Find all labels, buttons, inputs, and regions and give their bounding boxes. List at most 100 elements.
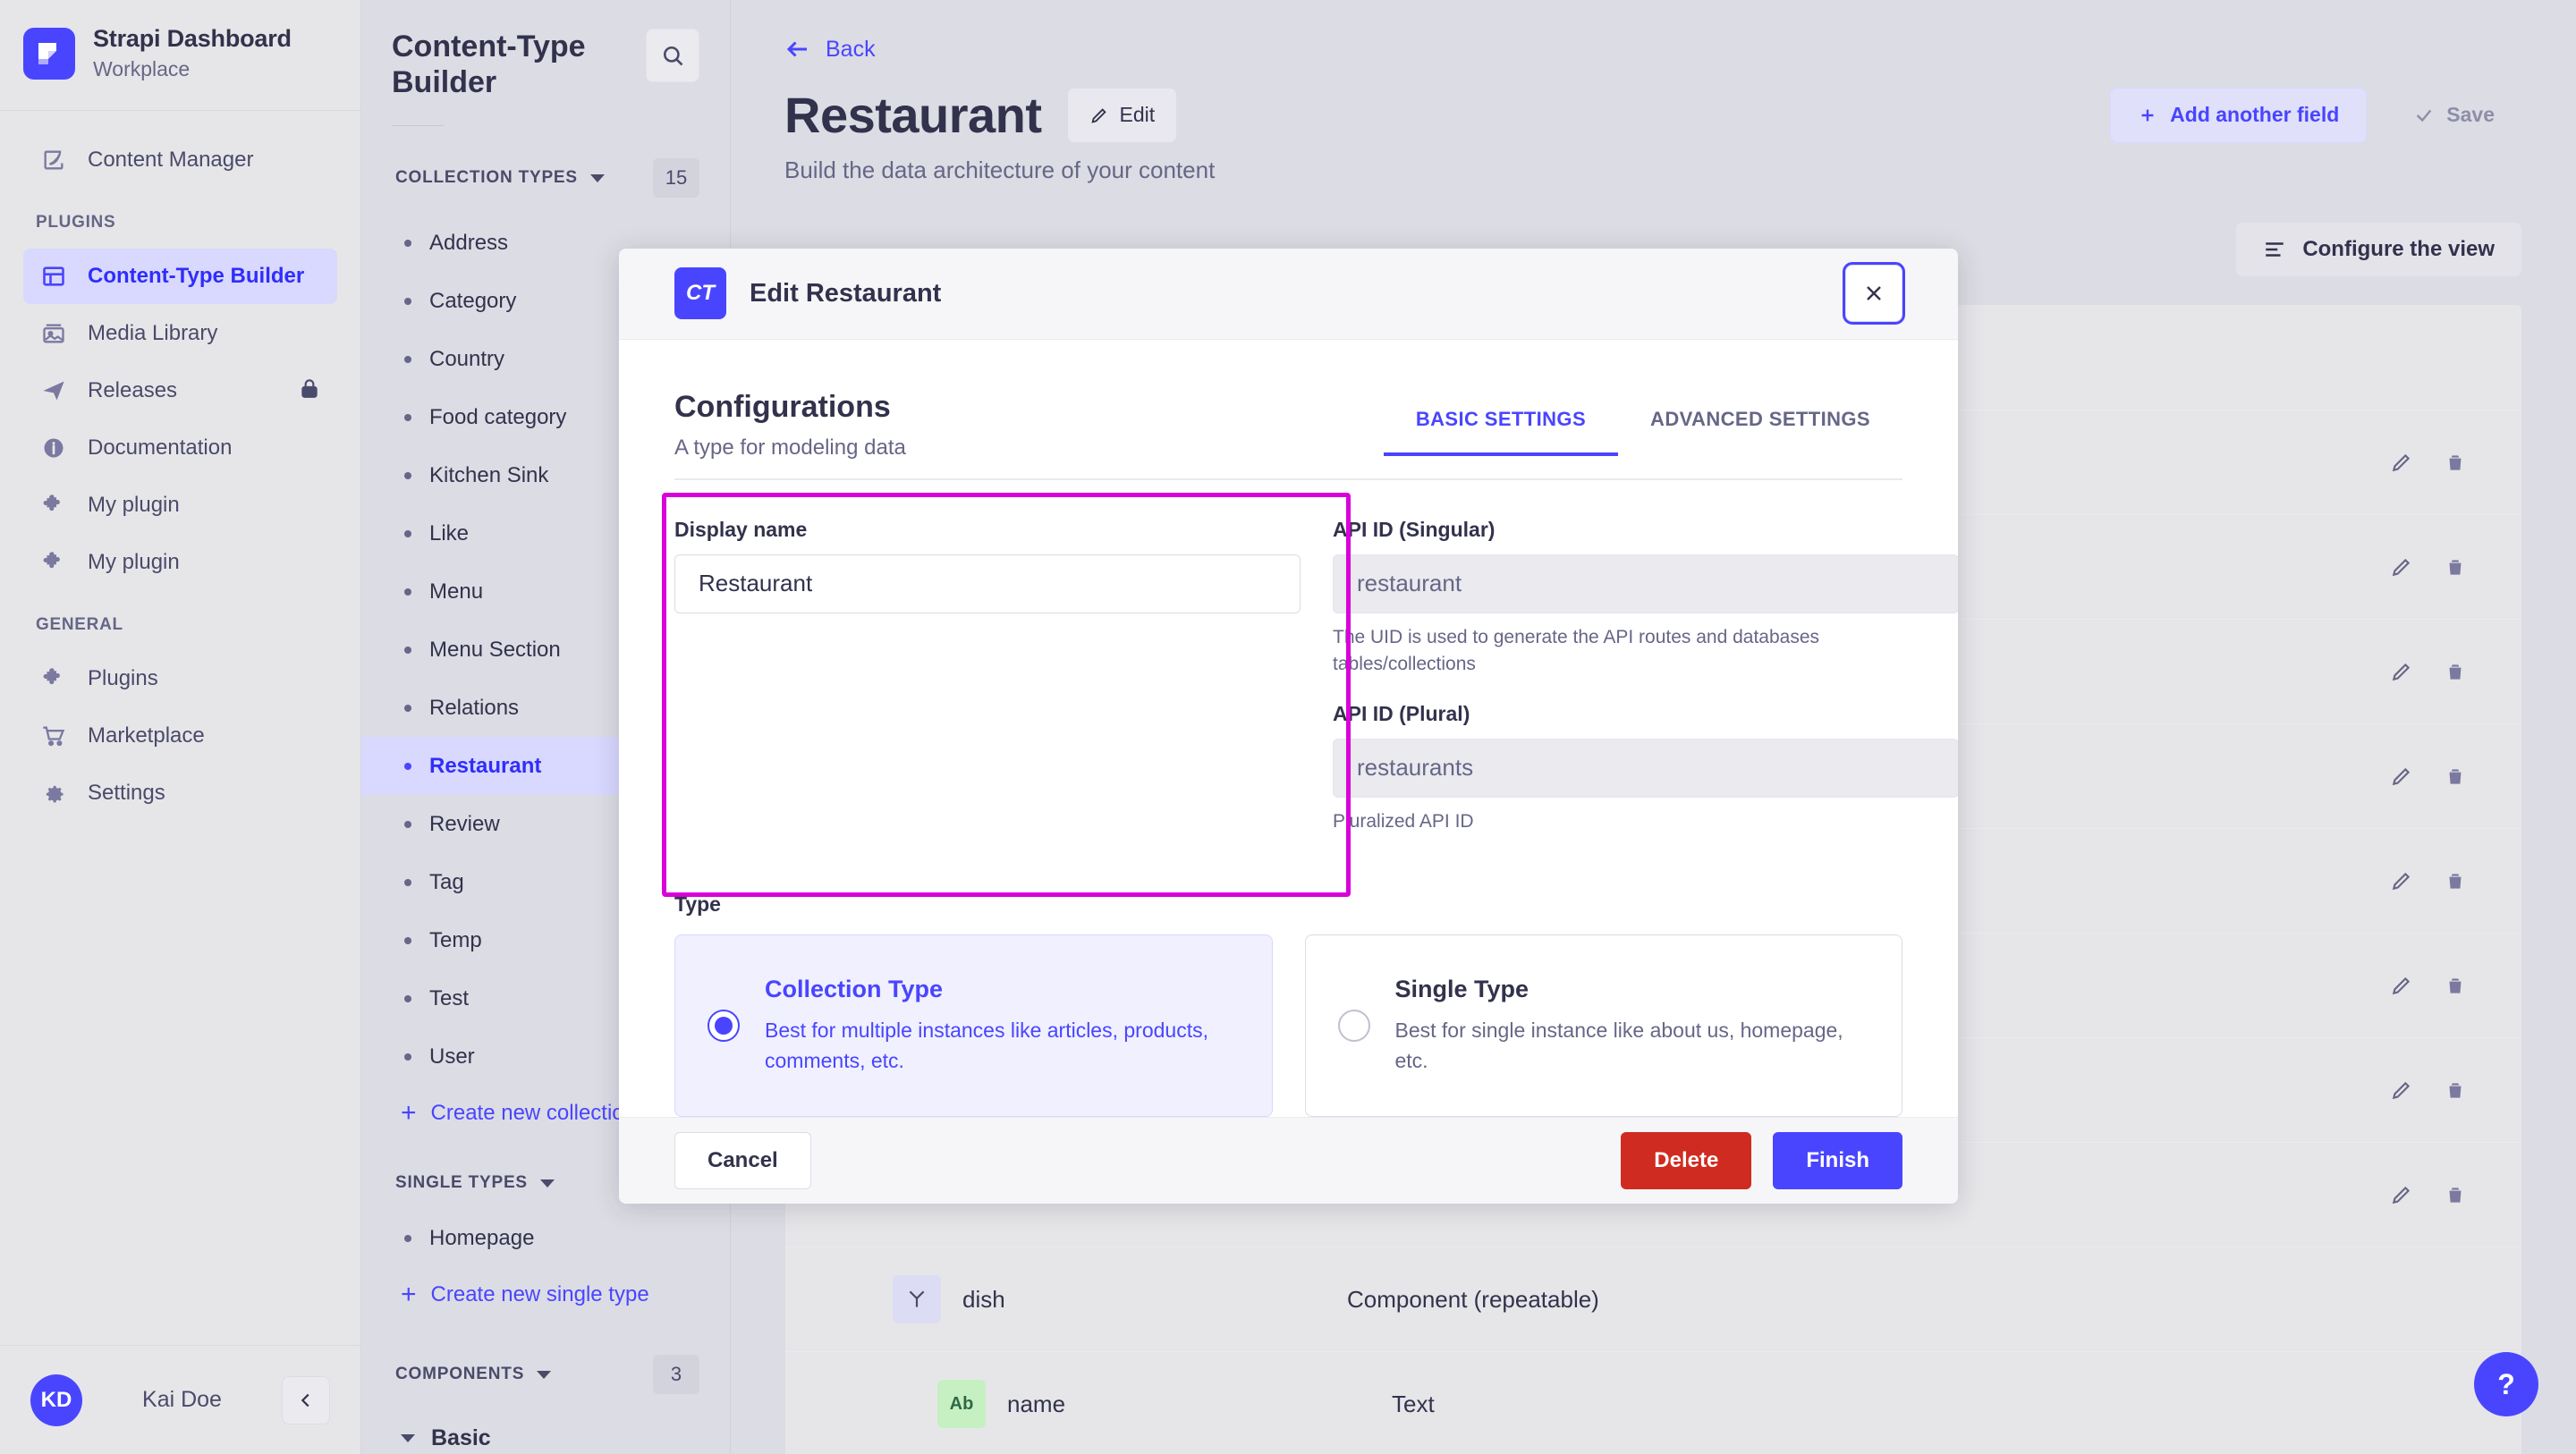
ct-list-item-kitchen-sink[interactable]: Kitchen Sink [361, 446, 730, 504]
row-edit-icon[interactable] [2375, 660, 2428, 683]
row-edit-icon[interactable] [2375, 869, 2428, 892]
row-delete-icon[interactable] [2428, 1078, 2482, 1102]
ct-list-item-menu[interactable]: Menu [361, 562, 730, 621]
field-row-name[interactable]: Ab name Text [785, 1351, 2521, 1454]
tab-basic-settings[interactable]: BASIC SETTINGS [1383, 408, 1619, 456]
sidebar-item-content-manager[interactable]: Content Manager [23, 132, 337, 188]
display-name-column: Display name Restaurant [674, 518, 1301, 835]
type-options: Collection Type Best for multiple instan… [674, 934, 1902, 1118]
avatar[interactable]: KD [30, 1374, 82, 1426]
cancel-button[interactable]: Cancel [674, 1132, 811, 1190]
ct-list-item-user[interactable]: User [361, 1027, 730, 1086]
ct-list-item-food-category[interactable]: Food category [361, 388, 730, 446]
sidebar-item-content-type-builder[interactable]: Content-Type Builder [23, 249, 337, 304]
ct-search-button[interactable] [646, 29, 699, 82]
arrow-left-icon [786, 41, 807, 57]
delete-button[interactable]: Delete [1621, 1132, 1752, 1190]
sidebar-item-releases[interactable]: Releases [23, 363, 337, 418]
single-types-header[interactable]: SINGLE TYPES [361, 1141, 730, 1209]
ct-list-item-relations[interactable]: Relations [361, 679, 730, 737]
row-delete-icon[interactable] [2428, 660, 2482, 683]
row-delete-icon[interactable] [2428, 974, 2482, 997]
ct-item-label: Review [429, 811, 500, 836]
sidebar-item-documentation[interactable]: Documentation [23, 420, 337, 476]
display-name-input[interactable]: Restaurant [674, 554, 1301, 613]
ct-list-item-country[interactable]: Country [361, 330, 730, 388]
row-edit-icon[interactable] [2375, 451, 2428, 474]
plus-icon: + [401, 1098, 417, 1129]
sidebar-item-label: Plugins [88, 666, 158, 690]
row-edit-icon[interactable] [2375, 555, 2428, 579]
page-header-row: Restaurant Edit Add another field Save [731, 63, 2576, 144]
configure-the-view-button[interactable]: Configure the view [2235, 222, 2522, 277]
ct-item-label: Relations [429, 695, 520, 720]
sidebar-item-media-library[interactable]: Media Library [23, 306, 337, 361]
ct-divider [392, 125, 444, 127]
chevron-down-icon [589, 173, 605, 182]
type-option-single-type[interactable]: Single Type Best for single instance lik… [1304, 934, 1902, 1118]
ct-list-item-tag[interactable]: Tag [361, 853, 730, 911]
sidebar-item-settings[interactable]: Settings [23, 765, 337, 821]
ct-list-item-like[interactable]: Like [361, 504, 730, 562]
ct-item-label: Food category [429, 404, 567, 429]
close-modal-button[interactable] [1843, 262, 1905, 325]
sidebar-item-my-plugin-2[interactable]: My plugin [23, 535, 337, 590]
sidebar-brand[interactable]: Strapi Dashboard Workplace [0, 0, 360, 111]
radio-collection-type[interactable] [708, 1010, 740, 1043]
help-button[interactable]: ? [2474, 1352, 2538, 1416]
component-group-basic[interactable]: Basic [361, 1410, 730, 1454]
add-field-label: Add another field [2170, 103, 2340, 126]
components-header[interactable]: COMPONENTS 3 [361, 1323, 730, 1410]
finish-button[interactable]: Finish [1773, 1132, 1902, 1190]
sidebar-item-plugins[interactable]: Plugins [23, 651, 337, 706]
edit-button[interactable]: Edit [1066, 87, 1178, 143]
row-delete-icon[interactable] [2428, 555, 2482, 579]
bullet-icon [404, 820, 411, 828]
back-label: Back [826, 36, 876, 62]
modal-header: CT Edit Restaurant [619, 249, 1958, 340]
row-delete-icon[interactable] [2428, 1183, 2482, 1206]
ct-list-item-review[interactable]: Review [361, 795, 730, 853]
radio-single-type[interactable] [1337, 1010, 1370, 1043]
collapse-sidebar-button[interactable] [282, 1375, 330, 1424]
collection-types-header[interactable]: COLLECTION TYPES 15 [361, 126, 730, 214]
ct-item-label: Category [429, 288, 517, 313]
ct-list-item-temp[interactable]: Temp [361, 911, 730, 969]
field-row-dish[interactable]: dish Component (repeatable) [785, 1247, 2521, 1351]
user-name: Kai Doe [142, 1387, 222, 1412]
row-delete-icon[interactable] [2428, 869, 2482, 892]
puzzle-icon [39, 491, 68, 520]
ct-list-item-homepage[interactable]: Homepage [361, 1209, 730, 1267]
sidebar-item-my-plugin-1[interactable]: My plugin [23, 478, 337, 533]
bullet-icon [404, 1052, 411, 1061]
api-id-singular-input[interactable]: restaurant [1333, 554, 1958, 613]
create-new-single-type-link[interactable]: + Create new single type [361, 1267, 730, 1323]
puzzle-icon [39, 664, 68, 693]
component-group-label: Basic [431, 1424, 491, 1450]
paper-plane-icon [39, 376, 68, 405]
row-delete-icon[interactable] [2428, 451, 2482, 474]
collection-types-count: 15 [653, 158, 699, 199]
sidebar: Strapi Dashboard Workplace Content Manag… [0, 0, 361, 1454]
row-edit-icon[interactable] [2375, 974, 2428, 997]
type-option-collection-type[interactable]: Collection Type Best for multiple instan… [674, 934, 1273, 1118]
row-delete-icon[interactable] [2428, 765, 2482, 788]
sidebar-item-marketplace[interactable]: Marketplace [23, 708, 337, 764]
row-edit-icon[interactable] [2375, 1078, 2428, 1102]
modal-body: Configurations A type for modeling data … [619, 340, 1958, 1118]
ct-list-item-menu-section[interactable]: Menu Section [361, 621, 730, 679]
back-link[interactable]: Back [731, 0, 2576, 63]
ct-list-item-test[interactable]: Test [361, 969, 730, 1027]
row-edit-icon[interactable] [2375, 1183, 2428, 1206]
row-edit-icon[interactable] [2375, 765, 2428, 788]
configurations-heading: Configurations [674, 389, 891, 424]
sidebar-item-label: Releases [88, 378, 178, 402]
api-id-plural-input[interactable]: restaurants [1333, 738, 1958, 798]
ct-list-item-category[interactable]: Category [361, 272, 730, 330]
add-another-field-button[interactable]: Add another field [2110, 87, 2368, 143]
tab-advanced-settings[interactable]: ADVANCED SETTINGS [1650, 407, 1870, 430]
brand-title: Strapi Dashboard [93, 25, 292, 53]
save-button[interactable]: Save [2386, 87, 2522, 143]
bullet-icon [404, 471, 411, 479]
ct-list-item-address[interactable]: Address [361, 214, 730, 272]
